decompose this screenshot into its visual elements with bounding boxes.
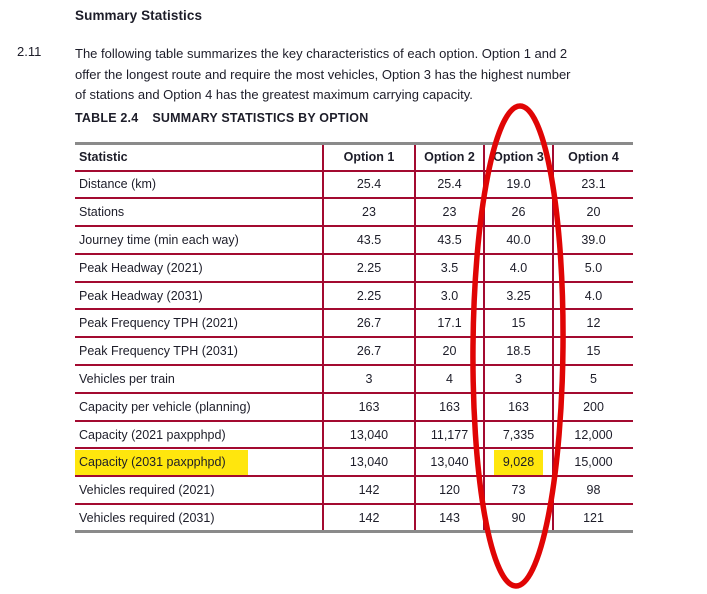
value-cell: 7,335 xyxy=(483,420,553,450)
value-cell: 26.7 xyxy=(322,337,415,367)
summary-statistics-table: Statistic Option 1 Option 2 Option 3 Opt… xyxy=(75,142,633,534)
value-cell: 23 xyxy=(414,198,484,228)
paragraph-text: The following table summarizes the key c… xyxy=(75,44,655,106)
value-cell: 2.25 xyxy=(322,281,415,311)
value-cell: 19.0 xyxy=(483,170,553,200)
table-row: Peak Headway (2031) 2.25 3.0 3.25 4.0 xyxy=(75,281,633,311)
value-cell: 142 xyxy=(322,476,415,506)
highlighted-value: 9,028 xyxy=(493,449,544,475)
column-header-option3: Option 3 xyxy=(483,143,553,172)
value-cell: 26.7 xyxy=(322,309,415,339)
row-label: Stations xyxy=(75,198,323,228)
table-row: Vehicles per train 3 4 3 5 xyxy=(75,365,633,394)
value-cell: 20 xyxy=(414,337,484,367)
table-body: Distance (km) 25.4 25.4 19.0 23.1 Stations 23 2… xyxy=(75,170,633,533)
section-heading: Summary Statistics xyxy=(75,8,203,23)
value-cell: 163 xyxy=(414,392,484,422)
value-cell: 163 xyxy=(322,392,415,422)
row-label: Peak Headway (2031) xyxy=(75,281,323,311)
value-cell: 3.0 xyxy=(414,281,484,311)
table-row: Peak Headway (2021) 2.25 3.5 4.0 5.0 xyxy=(75,253,633,283)
paragraph-number: 2.11 xyxy=(17,44,42,59)
table-row: Capacity (2021 paxpphpd) 13,040 11,177 7,33… xyxy=(75,420,633,450)
value-cell: 25.4 xyxy=(414,170,484,200)
column-header-option2: Option 2 xyxy=(414,143,484,172)
value-cell: 15,000 xyxy=(552,448,633,478)
row-label: Distance (km) xyxy=(75,170,323,200)
value-cell: 4 xyxy=(414,365,484,394)
value-cell: 18.5 xyxy=(483,337,553,367)
paragraph-line: of stations and Option 4 has the greates… xyxy=(75,87,473,102)
value-cell: 3 xyxy=(322,365,415,394)
value-cell: 3.25 xyxy=(483,281,553,311)
row-label: Journey time (min each way) xyxy=(75,226,323,255)
table-title: SUMMARY STATISTICS BY OPTION xyxy=(152,111,369,125)
value-cell: 15 xyxy=(552,337,633,367)
value-cell: 43.5 xyxy=(414,226,484,255)
value-cell: 26 xyxy=(483,198,553,228)
value-cell: 15 xyxy=(483,309,553,339)
value-cell: 9,028 xyxy=(483,448,553,478)
column-header-option1: Option 1 xyxy=(322,143,415,172)
row-label: Vehicles required (2031) xyxy=(75,504,323,533)
table-header-row: Statistic Option 1 Option 2 Option 3 Opt… xyxy=(75,143,633,172)
paragraph-line: The following table summarizes the key c… xyxy=(75,46,568,61)
value-cell: 43.5 xyxy=(322,226,415,255)
table-row: Vehicles required (2021) 142 120 73 98 xyxy=(75,476,633,506)
value-cell: 163 xyxy=(483,392,553,422)
value-cell: 13,040 xyxy=(414,448,484,478)
value-cell: 90 xyxy=(483,504,553,533)
row-label: Capacity (2021 paxpphpd) xyxy=(75,420,323,450)
value-cell: 4.0 xyxy=(483,253,553,283)
column-header-statistic: Statistic xyxy=(75,143,323,172)
paragraph-line: offer the longest route and require the … xyxy=(75,66,571,82)
column-header-option4: Option 4 xyxy=(552,143,633,172)
value-cell: 25.4 xyxy=(322,170,415,200)
table-row: Distance (km) 25.4 25.4 19.0 23.1 xyxy=(75,170,633,200)
value-cell: 3.5 xyxy=(414,253,484,283)
value-cell: 13,040 xyxy=(322,420,415,450)
value-cell: 98 xyxy=(552,476,633,506)
value-cell: 73 xyxy=(483,476,553,506)
value-cell: 200 xyxy=(552,392,633,422)
value-cell: 12 xyxy=(552,309,633,339)
value-cell: 13,040 xyxy=(322,448,415,478)
value-cell: 12,000 xyxy=(552,420,633,450)
value-cell: 143 xyxy=(414,504,484,533)
row-label: Vehicles required (2021) xyxy=(75,476,323,506)
table-row: Capacity (2031 paxpphpd) 13,040 13,040 9,02… xyxy=(75,448,633,478)
row-label: Peak Headway (2021) xyxy=(75,253,323,283)
table-row: Peak Frequency TPH (2031) 26.7 20 18.5 15 xyxy=(75,337,633,367)
table-row: Stations 23 23 26 20 xyxy=(75,198,633,228)
row-label: Vehicles per train xyxy=(75,365,323,394)
highlighted-row-label: Capacity (2031 paxpphpd) xyxy=(75,449,248,475)
value-cell: 5.0 xyxy=(552,253,633,283)
value-cell: 23 xyxy=(322,198,415,228)
value-cell: 17.1 xyxy=(414,309,484,339)
value-cell: 11,177 xyxy=(414,420,484,450)
row-label: Capacity (2031 paxpphpd) xyxy=(75,448,323,478)
table-row: Vehicles required (2031) 142 143 90 121 xyxy=(75,504,633,533)
value-cell: 2.25 xyxy=(322,253,415,283)
table-caption: TABLE 2.4 SUMMARY STATISTICS BY OPTION xyxy=(75,111,368,125)
table-row: Capacity per vehicle (planning) 163 163 163… xyxy=(75,392,633,422)
value-cell: 5 xyxy=(552,365,633,394)
value-cell: 4.0 xyxy=(552,281,633,311)
value-cell: 23.1 xyxy=(552,170,633,200)
value-cell: 120 xyxy=(414,476,484,506)
table-row: Journey time (min each way) 43.5 43.5 40.0 3… xyxy=(75,226,633,255)
value-cell: 40.0 xyxy=(483,226,553,255)
value-cell: 20 xyxy=(552,198,633,228)
row-label: Capacity per vehicle (planning) xyxy=(75,392,323,422)
value-cell: 121 xyxy=(552,504,633,533)
value-cell: 142 xyxy=(322,504,415,533)
value-cell: 39.0 xyxy=(552,226,633,255)
row-label: Peak Frequency TPH (2021) xyxy=(75,309,323,339)
table-label: TABLE 2.4 xyxy=(75,111,139,125)
value-cell: 3 xyxy=(483,365,553,394)
row-label: Peak Frequency TPH (2031) xyxy=(75,337,323,367)
table-row: Peak Frequency TPH (2021) 26.7 17.1 15 12 xyxy=(75,309,633,339)
